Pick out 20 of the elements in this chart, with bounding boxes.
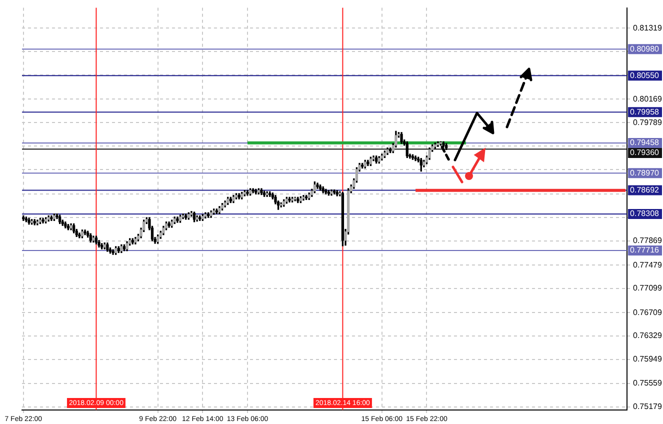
- y-tick-label: 0.81319: [633, 23, 662, 32]
- y-tick-label: 0.75559: [633, 378, 662, 388]
- ref-line-label: 0.80550: [630, 70, 660, 80]
- y-tick-label: 0.76329: [633, 331, 662, 340]
- y-tick-label: 0.75179: [633, 402, 662, 412]
- ref-line-label: 0.78970: [630, 168, 660, 178]
- ref-line-label: 0.78308: [630, 209, 660, 218]
- ref-line-label: 0.77716: [630, 246, 660, 255]
- y-tick-label: 0.75949: [633, 354, 662, 364]
- y-tick-label: 0.76709: [633, 308, 662, 317]
- ref-line-label: 0.78692: [630, 185, 660, 194]
- y-tick-label: 0.77099: [633, 284, 662, 293]
- ref-line-label: 0.79360: [630, 148, 660, 158]
- ref-line-label: 0.79458: [630, 138, 660, 148]
- y-tick-label: 0.80169: [633, 94, 662, 104]
- y-tick-label: 0.77479: [633, 260, 662, 270]
- y-tick-label: 0.79789: [633, 118, 662, 127]
- ref-line-label: 0.80980: [630, 44, 660, 54]
- y-tick-label: 0.77869: [633, 236, 662, 246]
- ref-line-label: 0.79958: [630, 107, 660, 116]
